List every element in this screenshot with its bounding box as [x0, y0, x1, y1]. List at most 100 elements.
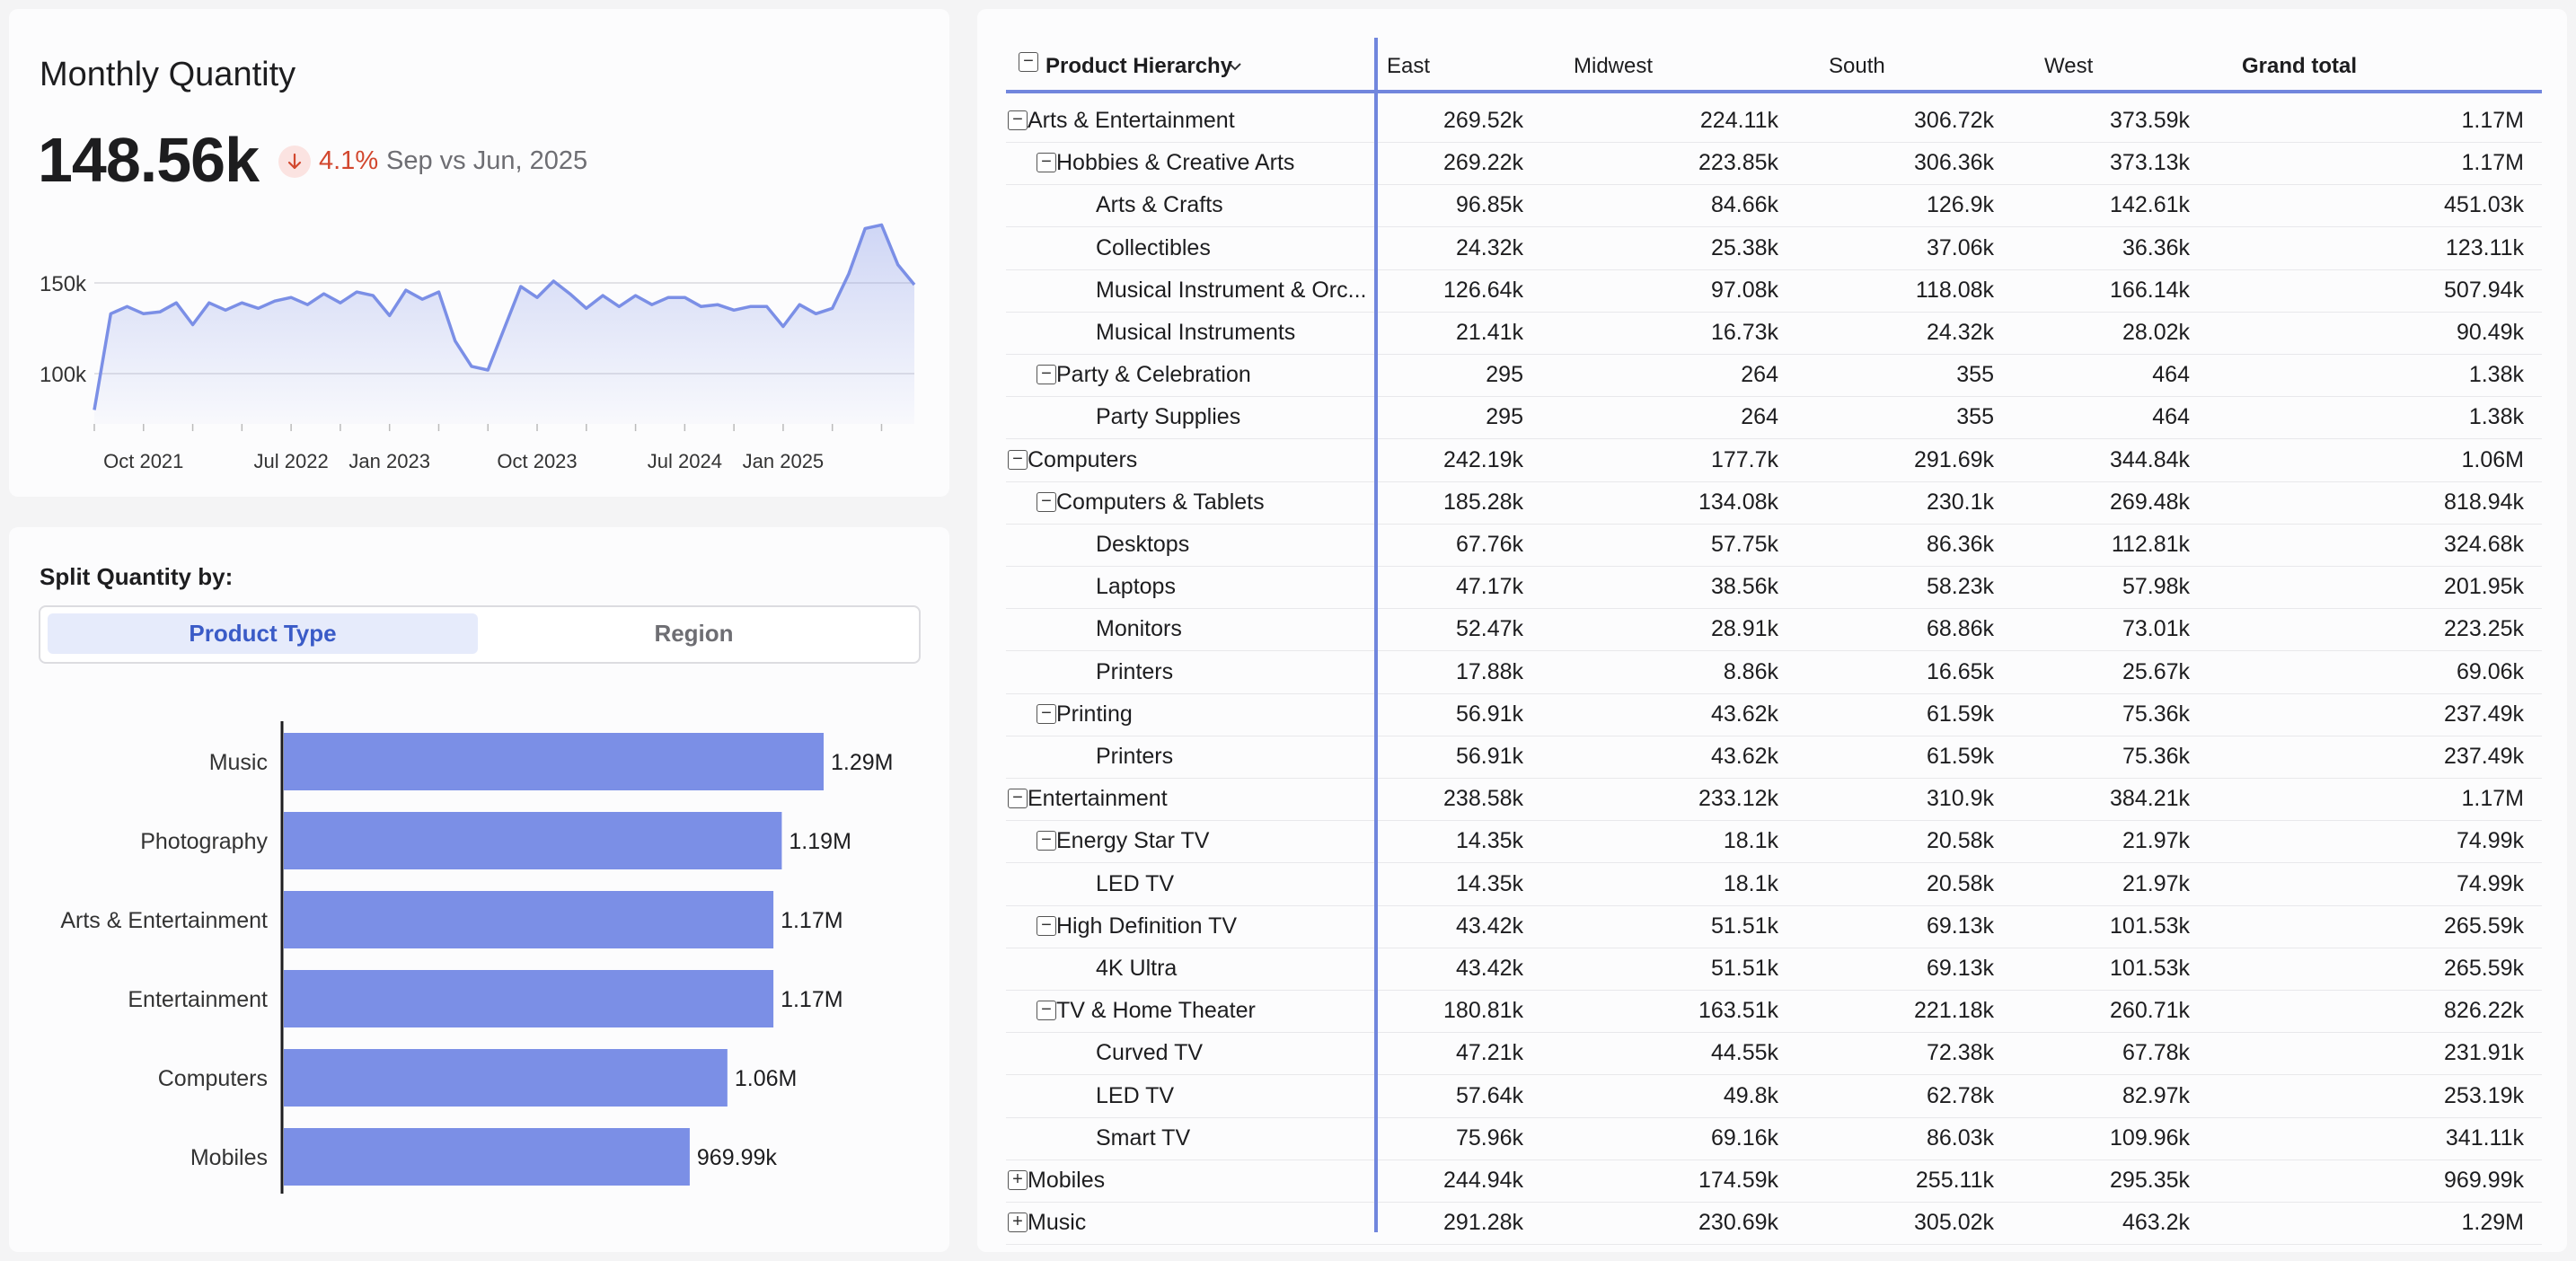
cell-value: 1.17M — [2461, 108, 2524, 133]
split-card: Split Quantity by: Product Type Region M… — [9, 527, 949, 1252]
row-label: LED TV — [1096, 1082, 1175, 1108]
series-line — [93, 223, 916, 410]
bar[interactable] — [284, 970, 774, 1027]
table-row: Laptops 47.17k 38.56k 58.23k 57.98k 201.95k — [1006, 567, 2542, 610]
row-label: Laptops — [1096, 574, 1176, 600]
column-header-west[interactable]: West — [2044, 54, 2094, 78]
cell-value: 373.59k — [2110, 108, 2190, 133]
cell-value: 28.91k — [1710, 616, 1778, 642]
x-tick-label: Jan 2023 — [348, 450, 430, 472]
cell-value: 25.67k — [2122, 658, 2190, 684]
cell-value: 1.17M — [2461, 786, 2524, 812]
collapse-icon[interactable]: − — [1037, 1001, 1056, 1021]
cell-value: 96.85k — [1455, 192, 1523, 218]
row-label: Arts & Entertainment — [1028, 108, 1235, 133]
column-header-grand-total[interactable]: Grand total — [2242, 54, 2358, 78]
cell-value: 242.19k — [1443, 446, 1523, 472]
cell-value: 237.49k — [2444, 701, 2524, 727]
cell-value: 1.38k — [2468, 362, 2524, 388]
cell-value: 24.32k — [1926, 320, 1994, 345]
collapse-icon[interactable]: − — [1008, 789, 1028, 809]
table-row: − Computers & Tablets 185.28k 134.08k 230.1k… — [1006, 482, 2542, 525]
cell-value: 174.59k — [1698, 1168, 1778, 1193]
collapse-all-icon[interactable]: − — [1019, 52, 1038, 72]
cell-value: 260.71k — [2110, 998, 2190, 1024]
cell-value: 20.58k — [1926, 828, 1994, 854]
row-label: Monitors — [1096, 616, 1182, 642]
collapse-icon[interactable]: − — [1037, 153, 1056, 173]
toggle-product-type[interactable]: Product Type — [48, 613, 478, 654]
cell-value: 126.64k — [1443, 277, 1523, 303]
kpi-title: Monthly Quantity — [40, 56, 296, 93]
cell-value: 49.8k — [1723, 1082, 1778, 1108]
row-label: Musical Instruments — [1096, 320, 1296, 345]
cell-value: 28.02k — [2122, 320, 2190, 345]
table-row: Printers 17.88k 8.86k 16.65k 25.67k 69.06k — [1006, 652, 2542, 694]
collapse-icon[interactable]: − — [1008, 449, 1028, 470]
bar[interactable] — [284, 812, 782, 869]
row-label: LED TV — [1096, 870, 1175, 896]
cell-value: 305.02k — [1914, 1210, 1994, 1236]
bar[interactable] — [284, 1128, 690, 1186]
bar[interactable] — [284, 1049, 728, 1107]
table-row: Smart TV 75.96k 69.16k 86.03k 109.96k 341.11k — [1006, 1118, 2542, 1160]
cell-value: 8.86k — [1723, 658, 1778, 684]
row-label: Party Supplies — [1096, 404, 1241, 430]
collapse-icon[interactable]: − — [1008, 110, 1028, 130]
row-label: Curved TV — [1096, 1040, 1204, 1066]
column-header-south[interactable]: South — [1829, 54, 1885, 78]
table-row: Party Supplies 295 264 355 464 1.38k — [1006, 397, 2542, 440]
chevron-down-icon[interactable] — [1227, 60, 1243, 73]
cell-value: 507.94k — [2444, 277, 2524, 303]
cell-value: 21.41k — [1455, 320, 1523, 345]
x-tick-label: Jan 2025 — [743, 450, 825, 472]
collapse-icon[interactable]: − — [1037, 491, 1056, 512]
row-label: Computers & Tablets — [1056, 489, 1265, 515]
cell-value: 826.22k — [2444, 998, 2524, 1024]
x-tick-label: Oct 2023 — [497, 450, 577, 472]
column-header-east[interactable]: East — [1387, 54, 1431, 78]
cell-value: 90.49k — [2456, 320, 2524, 345]
cell-value: 18.1k — [1723, 870, 1778, 896]
cell-value: 69.13k — [1926, 913, 1994, 939]
cell-value: 295.35k — [2110, 1168, 2190, 1193]
cell-value: 37.06k — [1926, 234, 1994, 260]
cell-value: 57.75k — [1710, 532, 1778, 557]
row-label: Hobbies & Creative Arts — [1056, 150, 1295, 176]
column-header-hierarchy[interactable]: Product Hierarchy — [1045, 54, 1233, 78]
cell-value: 21.97k — [2122, 870, 2190, 896]
expand-icon[interactable]: + — [1008, 1212, 1028, 1233]
collapse-icon[interactable]: − — [1037, 703, 1056, 724]
collapse-icon[interactable]: − — [1037, 915, 1056, 936]
x-tick-label: Jul 2022 — [254, 450, 329, 472]
bar-value-label: 1.19M — [789, 829, 851, 854]
cell-value: 238.58k — [1443, 786, 1523, 812]
cell-value: 86.03k — [1926, 1124, 1994, 1151]
cell-value: 269.52k — [1443, 108, 1523, 133]
cell-value: 20.58k — [1926, 870, 1994, 896]
expand-icon[interactable]: + — [1008, 1170, 1028, 1190]
cell-value: 75.36k — [2122, 744, 2190, 769]
bar-value-label: 1.17M — [781, 987, 842, 1012]
table-row: Monitors 52.47k 28.91k 68.86k 73.01k 223.25k — [1006, 609, 2542, 652]
bar[interactable] — [284, 891, 774, 948]
table-row: LED TV 57.64k 49.8k 62.78k 82.97k 253.19k — [1006, 1076, 2542, 1118]
cell-value: 17.88k — [1455, 658, 1523, 684]
cell-value: 126.9k — [1926, 192, 1994, 218]
cell-value: 464 — [2152, 362, 2190, 388]
toggle-region[interactable]: Region — [654, 620, 734, 647]
split-toggle: Product Type Region — [39, 605, 921, 664]
cell-value: 14.35k — [1455, 870, 1523, 896]
column-header-midwest[interactable]: Midwest — [1574, 54, 1654, 78]
collapse-icon[interactable]: − — [1037, 365, 1056, 385]
y-tick-label: 150k — [40, 272, 87, 296]
cell-value: 224.11k — [1699, 108, 1778, 133]
cell-value: 306.72k — [1914, 108, 1994, 133]
cell-value: 295 — [1486, 362, 1523, 388]
table-row: + Mobiles 244.94k 174.59k 255.11k 295.35k 969.… — [1006, 1160, 2542, 1203]
bar[interactable] — [284, 733, 824, 790]
cell-value: 264 — [1741, 404, 1778, 430]
cell-value: 264 — [1741, 362, 1778, 388]
cell-value: 233.12k — [1698, 786, 1778, 812]
collapse-icon[interactable]: − — [1037, 831, 1056, 851]
